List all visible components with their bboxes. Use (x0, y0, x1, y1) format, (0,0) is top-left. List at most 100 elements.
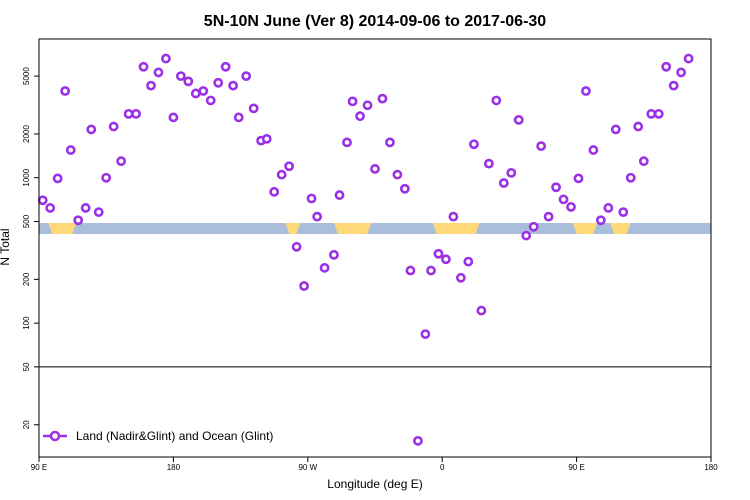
data-point (123, 108, 134, 119)
data-point (588, 145, 599, 155)
data-point (581, 86, 591, 96)
orbit-band (39, 223, 711, 234)
x-tick-label: 180 (704, 463, 718, 472)
data-point (299, 281, 309, 291)
data-point (161, 53, 171, 64)
data-point (385, 137, 395, 148)
y-tick-label: 2000 (22, 125, 31, 143)
land-patch (432, 223, 480, 234)
data-point (469, 139, 479, 150)
plot-frame (38, 38, 712, 458)
data-point (625, 172, 636, 183)
data-point (610, 124, 621, 135)
data-point (248, 103, 259, 114)
legend-marker (49, 430, 61, 442)
y-tick-label: 50 (22, 362, 31, 371)
data-point (618, 207, 629, 218)
x-tick-label: 180 (167, 463, 181, 472)
data-point (198, 86, 209, 96)
data-point (228, 80, 239, 91)
data-point (45, 203, 56, 213)
data-point (455, 272, 466, 283)
data-point (413, 435, 423, 446)
data-point (284, 161, 295, 172)
data-point (683, 53, 694, 64)
data-point (405, 265, 416, 276)
data-point (86, 124, 97, 135)
data-point (329, 249, 339, 260)
data-point (312, 211, 323, 222)
data-point (595, 215, 606, 226)
x-axis-title: Longitude (deg E) (327, 477, 422, 491)
y-tick-label: 20 (22, 420, 31, 429)
data-point (633, 121, 644, 132)
y-tick-label: 200 (22, 272, 31, 286)
chart-title: 5N-10N June (Ver 8) 2014-09-06 to 2017-0… (204, 13, 547, 30)
y-axis: 20 50 100 200 500 1000 2000 5000 (22, 67, 39, 429)
data-point (528, 221, 539, 232)
land-patch (333, 223, 372, 234)
data-point (653, 108, 664, 119)
data-point (513, 114, 524, 125)
data-point (377, 93, 388, 104)
data-point (261, 133, 272, 144)
data-point (190, 88, 201, 99)
data-point (342, 137, 352, 148)
data-point (521, 230, 532, 241)
data-points (37, 53, 694, 446)
data-point (573, 173, 584, 184)
data-point (646, 108, 657, 119)
y-tick-label: 100 (22, 316, 31, 330)
data-point (269, 186, 280, 197)
y-tick-label: 5000 (22, 67, 31, 85)
data-point (543, 211, 554, 222)
x-tick-label: 90 E (568, 463, 584, 472)
data-point (175, 71, 186, 82)
data-point (319, 262, 330, 273)
data-point (498, 178, 509, 188)
data-point (146, 80, 156, 91)
x-tick-label: 90 E (31, 463, 47, 472)
data-point (566, 202, 576, 212)
land-patch (610, 223, 631, 234)
data-point (93, 207, 104, 218)
data-point (80, 203, 91, 213)
data-point (399, 183, 410, 194)
data-point (73, 215, 84, 226)
x-tick-label: 90 W (298, 463, 317, 472)
data-point (362, 100, 373, 111)
data-point (52, 173, 63, 184)
data-point (334, 190, 345, 200)
data-point (108, 121, 119, 132)
land-patch (48, 223, 77, 234)
y-tick-label: 500 (22, 214, 31, 228)
data-point (392, 169, 403, 180)
data-point (60, 86, 71, 96)
data-point (536, 141, 547, 152)
data-point (433, 248, 444, 259)
y-tick-label: 1000 (22, 168, 31, 186)
data-point (153, 67, 164, 78)
x-tick-label: 0 (440, 463, 445, 472)
data-point (491, 95, 502, 106)
data-point (638, 156, 649, 167)
data-point (213, 77, 224, 88)
data-point (370, 164, 380, 174)
data-point (551, 182, 561, 193)
data-point (676, 67, 687, 78)
data-point (168, 112, 179, 123)
data-point (558, 194, 569, 205)
data-point (291, 241, 302, 252)
data-point (205, 95, 216, 106)
data-point (448, 211, 459, 222)
data-point (506, 167, 517, 178)
land-patch (285, 223, 301, 234)
data-point (306, 193, 317, 204)
data-point (233, 112, 244, 123)
data-point (65, 145, 76, 155)
data-point (483, 158, 494, 169)
data-point (661, 61, 672, 72)
data-point (355, 111, 365, 122)
